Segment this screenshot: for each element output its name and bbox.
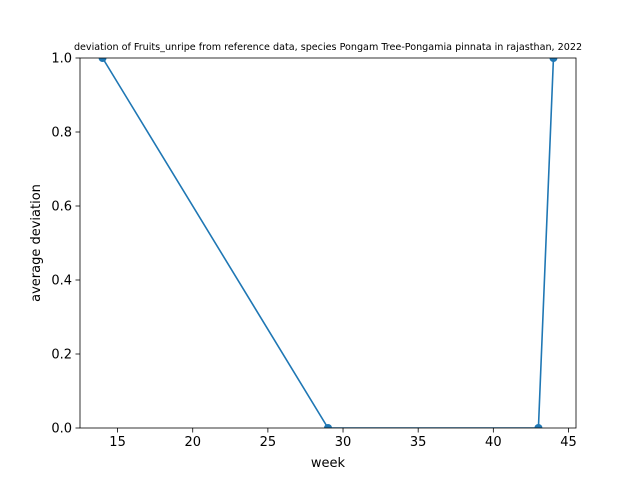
plot-frame <box>79 57 577 429</box>
x-tick-label: 15 <box>109 435 126 450</box>
x-tick-label: 45 <box>560 435 577 450</box>
x-tick-label: 30 <box>335 435 352 450</box>
data-point <box>549 58 558 62</box>
x-tick-label: 35 <box>410 435 427 450</box>
y-tick-label: 0.0 <box>51 422 72 437</box>
x-axis-label: week <box>311 456 346 471</box>
x-tick-label: 40 <box>485 435 502 450</box>
data-point <box>534 424 543 428</box>
x-axis-ticks: 15 20 25 30 35 40 45 <box>109 428 577 450</box>
x-tick-label: 25 <box>260 435 277 450</box>
y-tick-label: 0.4 <box>51 274 72 289</box>
y-tick-label: 1.0 <box>51 52 72 67</box>
x-tick-label: 20 <box>184 435 201 450</box>
data-point <box>98 58 107 62</box>
data-point <box>324 424 332 428</box>
y-tick-label: 0.8 <box>51 126 72 141</box>
y-tick-label: 0.6 <box>51 200 72 215</box>
y-tick-label: 0.2 <box>51 348 72 363</box>
chart-title: deviation of Fruits_unripe from referenc… <box>74 42 582 53</box>
y-axis-ticks: 0.0 0.2 0.4 0.6 0.8 1.0 <box>51 52 80 437</box>
y-axis-label: average deviation <box>29 184 44 302</box>
series-line <box>101 58 555 428</box>
plot-area <box>98 58 558 428</box>
